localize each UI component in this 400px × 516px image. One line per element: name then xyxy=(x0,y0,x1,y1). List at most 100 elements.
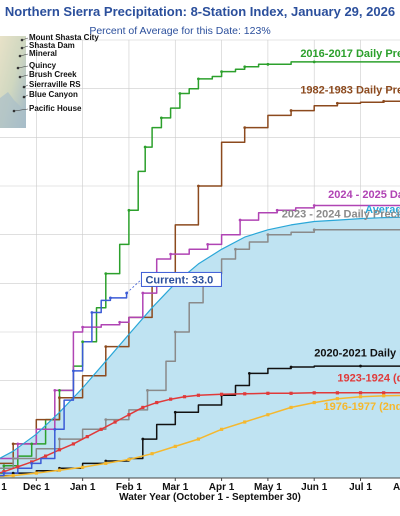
x-axis: Dec 1 Jan 1 Feb 1 Mar 1 Apr 1 May 1 Jun 1 Jul 1… xyxy=(0,478,400,493)
series-6-point xyxy=(141,406,144,409)
series-6-point xyxy=(72,442,75,445)
x-tick-label-start: 1 xyxy=(1,482,7,493)
station-marker xyxy=(13,110,16,113)
series-6-point xyxy=(197,394,200,397)
series-1-point xyxy=(58,396,61,399)
series-0-label: 2016-2017 Daily Precip (we xyxy=(300,48,400,60)
series-6-point xyxy=(58,448,61,451)
series-0-point xyxy=(313,61,316,64)
series-2-point xyxy=(313,204,316,207)
series-7-point xyxy=(127,458,130,461)
x-axis-label: Water Year (October 1 - September 30) xyxy=(119,492,301,503)
series-7-point xyxy=(382,394,385,397)
series-0-point xyxy=(104,272,107,275)
series-1-point xyxy=(243,126,246,129)
series-2-label: 2024 - 2025 Daily Precip xyxy=(328,189,400,201)
series-8-point xyxy=(72,370,75,373)
series-6-point xyxy=(155,401,158,404)
series-2-point xyxy=(169,253,172,256)
series-6-point xyxy=(336,391,339,394)
series-0-point xyxy=(2,464,5,467)
series-5-label: 2020-2021 Daily Precip (3rd xyxy=(314,347,400,359)
series-6-point xyxy=(183,395,186,398)
series-4-point xyxy=(146,389,149,392)
series-8-point xyxy=(109,297,112,300)
series-7-point xyxy=(243,420,246,423)
series-7-point xyxy=(289,406,292,409)
series-1-point xyxy=(290,109,293,112)
series-6-point xyxy=(169,398,172,401)
series-4-point xyxy=(12,457,15,460)
series-7-point xyxy=(58,469,61,472)
series-7-point xyxy=(104,462,107,465)
series-7-point xyxy=(197,437,200,440)
series-4-point xyxy=(313,228,316,231)
series-7-point xyxy=(313,401,316,404)
series-0-point xyxy=(30,443,33,446)
station-marker xyxy=(23,96,26,99)
station-label-4: Brush Creek xyxy=(29,70,77,79)
series-6-point xyxy=(313,391,316,394)
station-marker xyxy=(19,76,22,79)
series-2-point xyxy=(141,292,144,295)
series-7-point xyxy=(151,452,154,455)
series-4-point xyxy=(104,418,107,421)
chart-subtitle: Percent of Average for this Date: 123% xyxy=(89,25,270,37)
series-6-point xyxy=(220,393,223,396)
series-0-point xyxy=(197,78,200,81)
series-1-point xyxy=(104,345,107,348)
series-5-point xyxy=(248,372,251,375)
series-7-point xyxy=(81,466,84,469)
station-label-7: Pacific House xyxy=(29,104,82,113)
series-1-point xyxy=(336,102,339,105)
series-6-point xyxy=(100,428,103,431)
series-1-point xyxy=(382,100,385,103)
series-7-point xyxy=(220,428,223,431)
x-tick-label-0: Dec 1 xyxy=(23,482,50,493)
series-4-point xyxy=(266,233,269,236)
current-annotation-text: Current: 33.0 xyxy=(145,274,213,286)
series-1-label: 1982-1983 Daily Precip (2nd xyxy=(300,85,400,97)
series-0-point xyxy=(128,209,131,212)
series-0-point xyxy=(266,63,269,66)
series-5-point xyxy=(174,411,177,414)
station-marker xyxy=(21,47,24,50)
series-4-label: 2023 - 2024 Daily Precip xyxy=(282,209,400,221)
series-7-point xyxy=(35,472,38,475)
series-2-point xyxy=(206,243,209,246)
station-marker xyxy=(17,67,20,70)
series-6-point xyxy=(113,420,116,423)
series-2-point xyxy=(239,219,242,222)
series-0-point xyxy=(220,70,223,73)
chart-title: Northern Sierra Precipitation: 8-Station… xyxy=(5,4,395,19)
series-7-point xyxy=(12,474,15,477)
series-8-point xyxy=(90,311,93,314)
series-7-point xyxy=(174,445,177,448)
station-label-5: Sierraville RS xyxy=(29,80,81,89)
series-2-point xyxy=(276,209,279,212)
series-0-point xyxy=(144,146,147,149)
series-1-point xyxy=(12,443,15,446)
series-6-point xyxy=(86,435,89,438)
series-4-point xyxy=(234,248,237,251)
x-tick-label-6: Jun 1 xyxy=(301,482,328,493)
series-4-point xyxy=(174,331,177,334)
series-8-point xyxy=(53,428,56,431)
series-8-point xyxy=(2,472,5,475)
series-0-point xyxy=(178,92,181,95)
current-annotation: Current: 33.0 xyxy=(141,272,221,286)
series-6-label: 1923-1924 (driest) xyxy=(337,373,400,385)
series-6-point xyxy=(382,391,385,394)
station-label-6: Blue Canyon xyxy=(29,90,78,99)
series-0-point xyxy=(58,389,61,392)
x-tick-label-1: Jan 1 xyxy=(70,482,96,493)
series-0-point xyxy=(243,65,246,68)
series-8-point xyxy=(30,462,33,465)
series-2-point xyxy=(118,321,121,324)
series-4-point xyxy=(58,438,61,441)
series-1-point xyxy=(197,185,200,188)
series-5-point xyxy=(141,438,144,441)
station-marker xyxy=(19,55,22,58)
